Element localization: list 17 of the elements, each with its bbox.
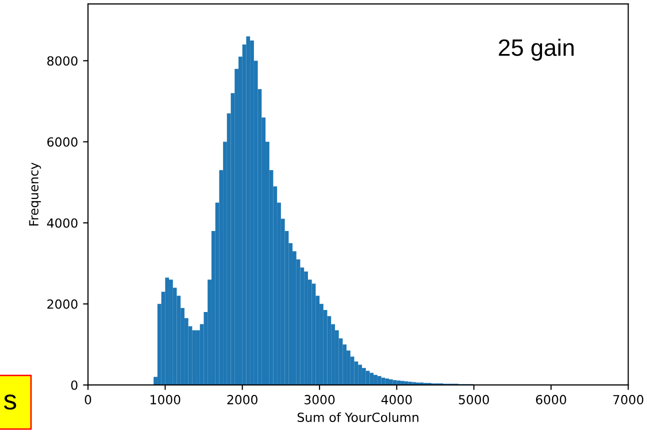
y-axis-title: Frequency	[29, 162, 41, 226]
x-tick-label: 3000	[304, 394, 335, 404]
text: s	[4, 394, 16, 410]
x-axis-title: Sum of YourColumn	[298, 412, 418, 422]
x-tick-label: 5000	[458, 394, 489, 404]
x-tick-label: 2000	[227, 394, 258, 404]
x-tick-label: 0	[84, 394, 92, 404]
y-tick-label: 0	[71, 380, 78, 390]
x-tick-label: 7000	[613, 394, 644, 404]
y-tick-label: 6000	[47, 137, 78, 147]
annotation: 25 gain	[498, 38, 574, 61]
x-tick-label: 6000	[536, 394, 566, 404]
x-tick-label: 4000	[381, 394, 412, 404]
x-tick-label: 1000	[150, 394, 180, 404]
y-tick-label: 8000	[47, 56, 78, 66]
y-tick-label: 2000	[47, 299, 78, 309]
y-tick-label: 4000	[47, 218, 78, 228]
